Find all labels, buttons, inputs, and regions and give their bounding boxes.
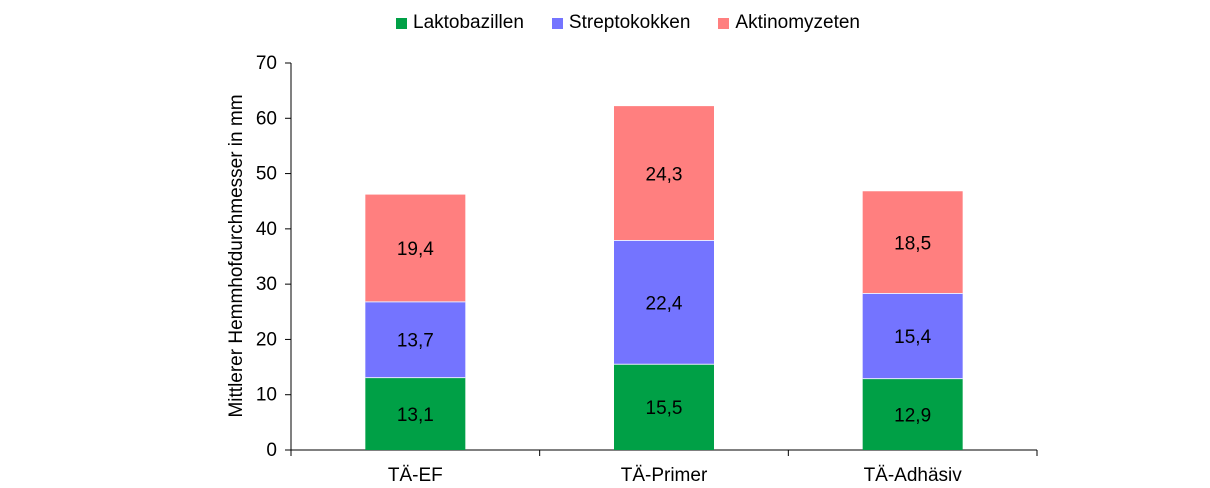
y-tick-label: 50 bbox=[256, 164, 277, 185]
x-tick-label: TÄ-Adhäsiv bbox=[864, 465, 963, 486]
x-tick-label: TÄ-EF bbox=[388, 465, 443, 486]
data-label: 24,3 bbox=[646, 164, 683, 185]
chart-legend: Laktobazillen Streptokokken Aktinomyzete… bbox=[396, 12, 860, 34]
data-label: 13,1 bbox=[397, 405, 434, 426]
bar-segment bbox=[614, 240, 714, 365]
bar-segment bbox=[862, 378, 963, 450]
bar-segment bbox=[365, 301, 466, 378]
bar-segment bbox=[614, 364, 714, 450]
data-label: 12,9 bbox=[894, 405, 931, 426]
y-tick-label: 10 bbox=[256, 385, 277, 406]
y-tick-label: 70 bbox=[256, 53, 277, 74]
y-tick-label: 60 bbox=[256, 108, 277, 129]
legend-label-aktinomyzeten: Aktinomyzeten bbox=[735, 12, 861, 33]
y-tick-label: 30 bbox=[256, 274, 277, 295]
bar-segment bbox=[862, 293, 963, 379]
data-label: 15,5 bbox=[646, 398, 683, 419]
legend-swatch-aktinomyzeten bbox=[718, 17, 730, 29]
legend-swatch-streptokokken bbox=[551, 17, 563, 29]
y-tick-label: 0 bbox=[266, 440, 277, 461]
data-label: 22,4 bbox=[646, 293, 683, 314]
bar-segment bbox=[365, 377, 466, 450]
y-tick-label: 40 bbox=[256, 219, 277, 240]
bar-segment bbox=[614, 106, 714, 241]
data-label: 18,5 bbox=[894, 233, 931, 254]
legend-item-streptokokken: Streptokokken bbox=[551, 12, 691, 34]
legend-item-laktobazillen: Laktobazillen bbox=[396, 12, 524, 34]
legend-swatch-laktobazillen bbox=[396, 17, 407, 29]
data-label: 13,7 bbox=[397, 331, 434, 352]
bar-segment bbox=[862, 191, 963, 294]
legend-label-laktobazillen: Laktobazillen bbox=[413, 12, 524, 33]
bar-segment bbox=[365, 194, 466, 302]
y-tick-label: 20 bbox=[256, 329, 277, 350]
legend-label-streptokokken: Streptokokken bbox=[568, 12, 691, 33]
data-label: 19,4 bbox=[397, 239, 434, 260]
legend-item-aktinomyzeten: Aktinomyzeten bbox=[718, 12, 860, 34]
data-label: 15,4 bbox=[894, 327, 931, 348]
x-tick-label: TÄ-Primer bbox=[621, 465, 708, 486]
